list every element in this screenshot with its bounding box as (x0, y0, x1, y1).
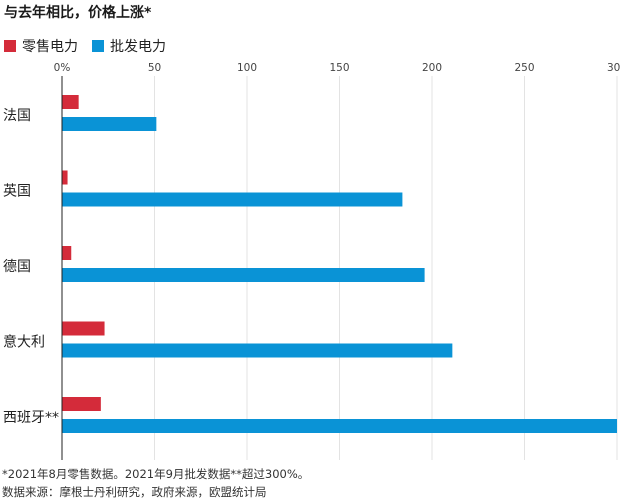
category-label-0: 法国 (3, 108, 31, 124)
legend: 零售电力 批发电力 (4, 36, 180, 56)
x-tick-label-150: 150 (329, 62, 349, 74)
category-label-2: 德国 (3, 259, 31, 275)
legend-swatch-retail (4, 40, 16, 52)
legend-item-retail: 零售电力 (4, 36, 78, 56)
legend-label-retail: 零售电力 (22, 39, 78, 55)
x-tick-label-200: 200 (422, 62, 442, 74)
wholesale-bar-0 (62, 117, 157, 131)
x-tick-label-0: 0% (54, 62, 71, 74)
retail-bar-3 (62, 321, 105, 336)
retail-bar-4 (62, 397, 101, 411)
wholesale-bar-1 (62, 192, 403, 207)
chart-title: 与去年相比，价格上涨* (4, 5, 152, 21)
retail-bar-2 (62, 246, 72, 260)
x-tick-label-50: 50 (148, 62, 161, 74)
category-label-3: 意大利 (3, 334, 45, 351)
wholesale-bar-4 (62, 419, 617, 433)
retail-bar-1 (62, 170, 68, 185)
x-tick-label-100: 100 (237, 62, 257, 74)
wholesale-bar-2 (62, 268, 425, 282)
legend-item-wholesale: 批发电力 (92, 36, 166, 56)
wholesale-bar-3 (62, 343, 453, 358)
x-tick-label-250: 250 (514, 62, 534, 74)
footnote-source: 数据来源：摩根士丹利研究，政府来源，欧盟统计局 (2, 485, 267, 499)
category-label-1: 英国 (3, 183, 31, 200)
retail-bar-0 (62, 95, 79, 109)
footnote-note: *2021年8月零售数据。2021年9月批发数据**超过300%。 (2, 467, 310, 481)
legend-label-wholesale: 批发电力 (110, 39, 166, 55)
category-label-4: 西班牙** (3, 410, 59, 426)
legend-swatch-wholesale (92, 40, 104, 52)
x-tick-label-300: 300 (607, 62, 620, 74)
